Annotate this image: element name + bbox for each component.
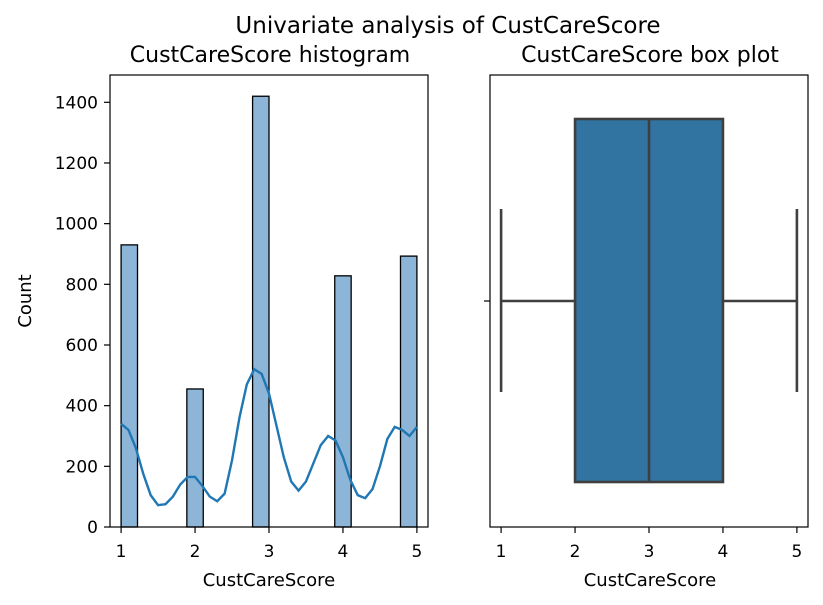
boxplot-body xyxy=(499,117,799,484)
x-tick-label: 4 xyxy=(718,542,729,562)
histogram-panel: CustCareScore histogram 1 2 3 4 5 0 200 400 600… xyxy=(15,43,429,591)
kde-curve xyxy=(120,367,418,507)
y-tick-label: 0 xyxy=(87,518,98,538)
y-tick-label: 400 xyxy=(66,397,98,417)
histogram-bar xyxy=(399,255,418,528)
histogram-bars xyxy=(120,95,418,528)
histogram-bar xyxy=(251,95,270,528)
histogram-bar xyxy=(334,275,352,528)
figure-suptitle: Univariate analysis of CustCareScore xyxy=(235,13,660,39)
x-tick-label: 5 xyxy=(791,542,802,562)
histogram-title: CustCareScore histogram xyxy=(130,43,410,68)
y-tick-label: 800 xyxy=(66,275,98,295)
y-tick-label: 600 xyxy=(66,336,98,356)
x-tick-label: 1 xyxy=(496,542,507,562)
x-tick-label: 1 xyxy=(116,542,127,562)
x-tick-label: 2 xyxy=(570,542,581,562)
boxplot-title: CustCareScore box plot xyxy=(521,43,779,68)
x-tick-label: 4 xyxy=(338,542,349,562)
boxplot-x-label: CustCareScore xyxy=(584,570,717,591)
histogram-bar xyxy=(120,244,139,528)
y-tick-label: 1200 xyxy=(55,154,98,174)
y-tick-label: 1400 xyxy=(55,93,98,113)
histogram-x-label: CustCareScore xyxy=(203,570,336,591)
histogram-y-label: Count xyxy=(15,274,36,327)
y-tick-label: 1000 xyxy=(55,215,98,235)
boxplot-panel: CustCareScore box plot 1 2 3 4 5 CustCareSco… xyxy=(484,43,809,591)
histogram-bar xyxy=(186,388,204,528)
boxplot-x-ticks: 1 2 3 4 5 xyxy=(496,527,802,562)
x-tick-label: 5 xyxy=(411,542,422,562)
x-tick-label: 2 xyxy=(190,542,201,562)
y-tick-label: 200 xyxy=(66,457,98,477)
histogram-x-ticks: 1 2 3 4 5 xyxy=(116,527,422,562)
histogram-y-ticks: 0 200 400 600 800 1000 1200 1400 xyxy=(55,93,110,538)
x-tick-label: 3 xyxy=(264,542,275,562)
x-tick-label: 3 xyxy=(644,542,655,562)
